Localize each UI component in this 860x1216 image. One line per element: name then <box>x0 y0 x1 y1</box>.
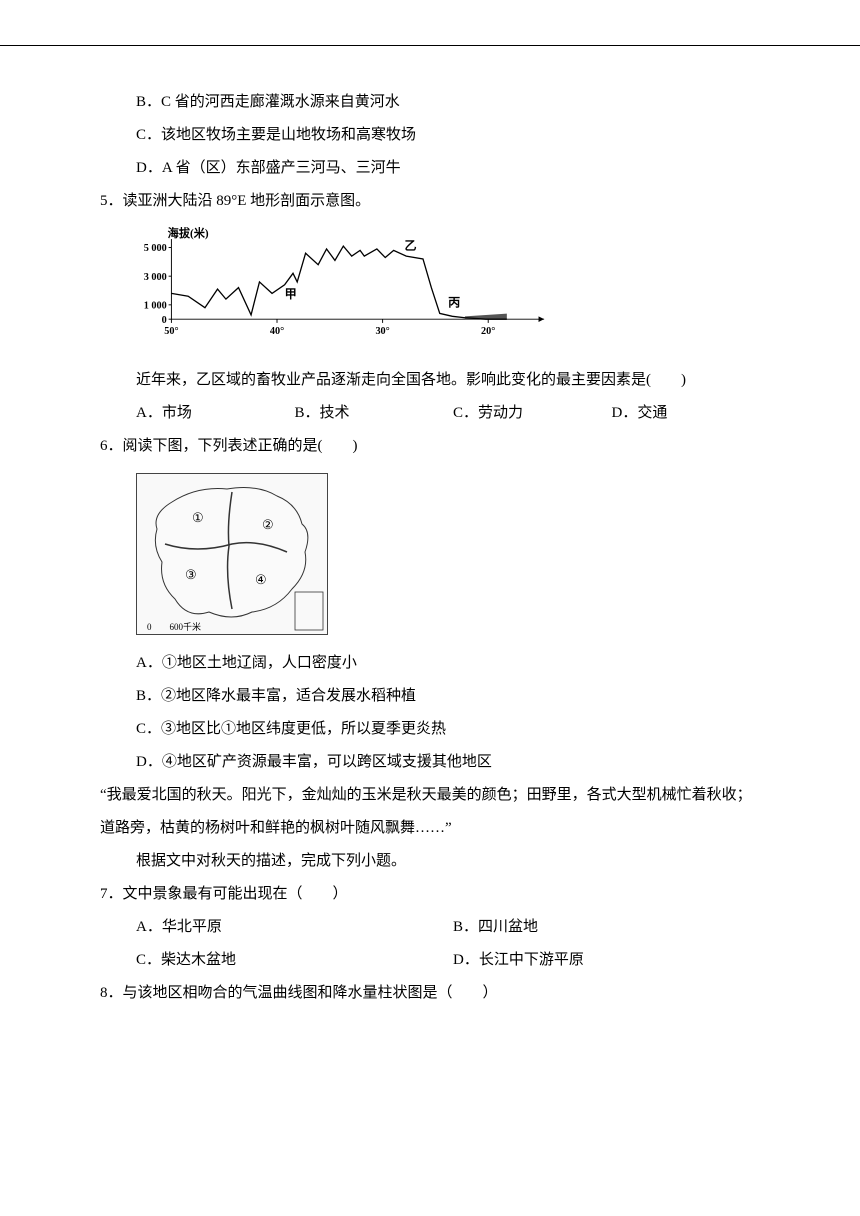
svg-text:①: ① <box>192 510 204 525</box>
svg-text:0: 0 <box>162 315 167 326</box>
q6-china-map: ① ② ③ ④ 0 600千米 <box>136 473 328 635</box>
q7-stem: 7．文中景象最有可能出现在（ ） <box>100 878 770 911</box>
q7-option-c[interactable]: C．柴达木盆地 <box>136 944 453 977</box>
svg-text:丙: 丙 <box>448 295 460 309</box>
q4-option-c[interactable]: C．该地区牧场主要是山地牧场和高寒牧场 <box>100 119 770 152</box>
q4-option-d[interactable]: D．A 省（区）东部盛产三河马、三河牛 <box>100 152 770 185</box>
passage-line3: 根据文中对秋天的描述，完成下列小题。 <box>100 845 770 878</box>
q6-option-d[interactable]: D．④地区矿产资源最丰富，可以跨区域支援其他地区 <box>100 746 770 779</box>
q6-stem: 6．阅读下图，下列表述正确的是( ) <box>100 430 770 463</box>
q8-stem: 8．与该地区相吻合的气温曲线图和降水量柱状图是（ ） <box>100 977 770 1010</box>
svg-text:30°: 30° <box>375 326 389 337</box>
svg-text:③: ③ <box>185 567 197 582</box>
q5-stem: 5．读亚洲大陆沿 89°E 地形剖面示意图。 <box>100 185 770 218</box>
svg-text:50°: 50° <box>164 326 178 337</box>
svg-text:5 000: 5 000 <box>144 243 167 254</box>
svg-text:乙: 乙 <box>405 238 417 252</box>
svg-text:海拔(米): 海拔(米) <box>168 226 209 240</box>
svg-text:40°: 40° <box>270 326 284 337</box>
svg-text:②: ② <box>262 517 274 532</box>
q5-option-a[interactable]: A．市场 <box>136 397 295 430</box>
q5-substem: 近年来，乙区域的畜牧业产品逐渐走向全国各地。影响此变化的最主要因素是( ) <box>100 364 770 397</box>
q5-option-b[interactable]: B．技术 <box>295 397 454 430</box>
passage-line2: 道路旁，枯黄的杨树叶和鲜艳的枫树叶随风飘舞……” <box>100 812 770 845</box>
svg-text:1 000: 1 000 <box>144 301 167 312</box>
q6-option-b[interactable]: B．②地区降水最丰富，适合发展水稻种植 <box>100 680 770 713</box>
q7-option-b[interactable]: B．四川盆地 <box>453 911 770 944</box>
q5-profile-chart: 海拔(米)5 0003 0001 000050°40°30°20°北纬甲乙丙 <box>136 226 546 356</box>
svg-text:3 000: 3 000 <box>144 272 167 283</box>
svg-text:20°: 20° <box>481 326 495 337</box>
q7-option-a[interactable]: A．华北平原 <box>136 911 453 944</box>
q6-option-c[interactable]: C．③地区比①地区纬度更低，所以夏季更炎热 <box>100 713 770 746</box>
svg-text:④: ④ <box>255 572 267 587</box>
svg-text:0 600千米: 0 600千米 <box>147 621 201 632</box>
svg-text:甲: 甲 <box>285 287 297 301</box>
q7-option-d[interactable]: D．长江中下游平原 <box>453 944 770 977</box>
q5-option-c[interactable]: C．劳动力 <box>453 397 612 430</box>
passage-line1: “我最爱北国的秋天。阳光下，金灿灿的玉米是秋天最美的颜色；田野里，各式大型机械忙… <box>100 779 770 812</box>
q5-option-d[interactable]: D．交通 <box>612 397 771 430</box>
q6-option-a[interactable]: A．①地区土地辽阔，人口密度小 <box>100 647 770 680</box>
q4-option-b[interactable]: B．C 省的河西走廊灌溉水源来自黄河水 <box>100 86 770 119</box>
